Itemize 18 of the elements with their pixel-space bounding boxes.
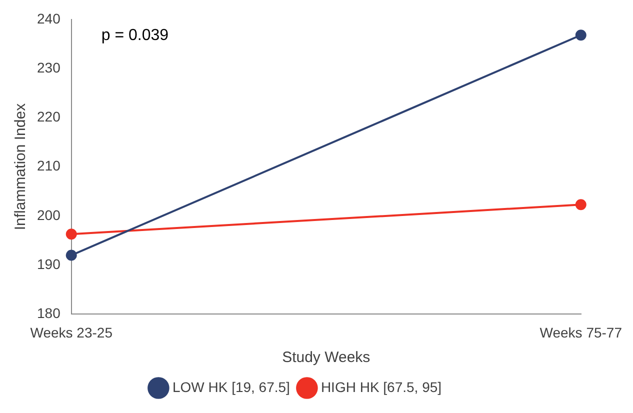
y-tick-label: 180 xyxy=(37,305,61,322)
annotation: p = 0.039 xyxy=(101,26,169,44)
point xyxy=(66,250,77,261)
point xyxy=(575,30,586,41)
y-tick-label: 200 xyxy=(37,206,61,223)
point xyxy=(66,228,77,240)
x-tick-label: Weeks 75-77 xyxy=(540,324,622,340)
x-tick-label: Weeks 23-25 xyxy=(30,324,113,340)
legend-label: HIGH HK [67.5, 95] xyxy=(320,378,442,395)
y-tick-label: 240 xyxy=(37,10,61,26)
y-tick-label: 220 xyxy=(37,108,61,125)
y-tick-label: 190 xyxy=(37,256,61,272)
y-axis-title: Inflammation Index xyxy=(12,102,30,230)
point xyxy=(575,199,586,210)
y-tick-label: 210 xyxy=(37,158,61,174)
x-axis-title: Study Weeks xyxy=(282,349,370,366)
legend-label: LOW HK [19, 67.5] xyxy=(172,378,290,395)
y-tick-label: 230 xyxy=(37,59,61,76)
